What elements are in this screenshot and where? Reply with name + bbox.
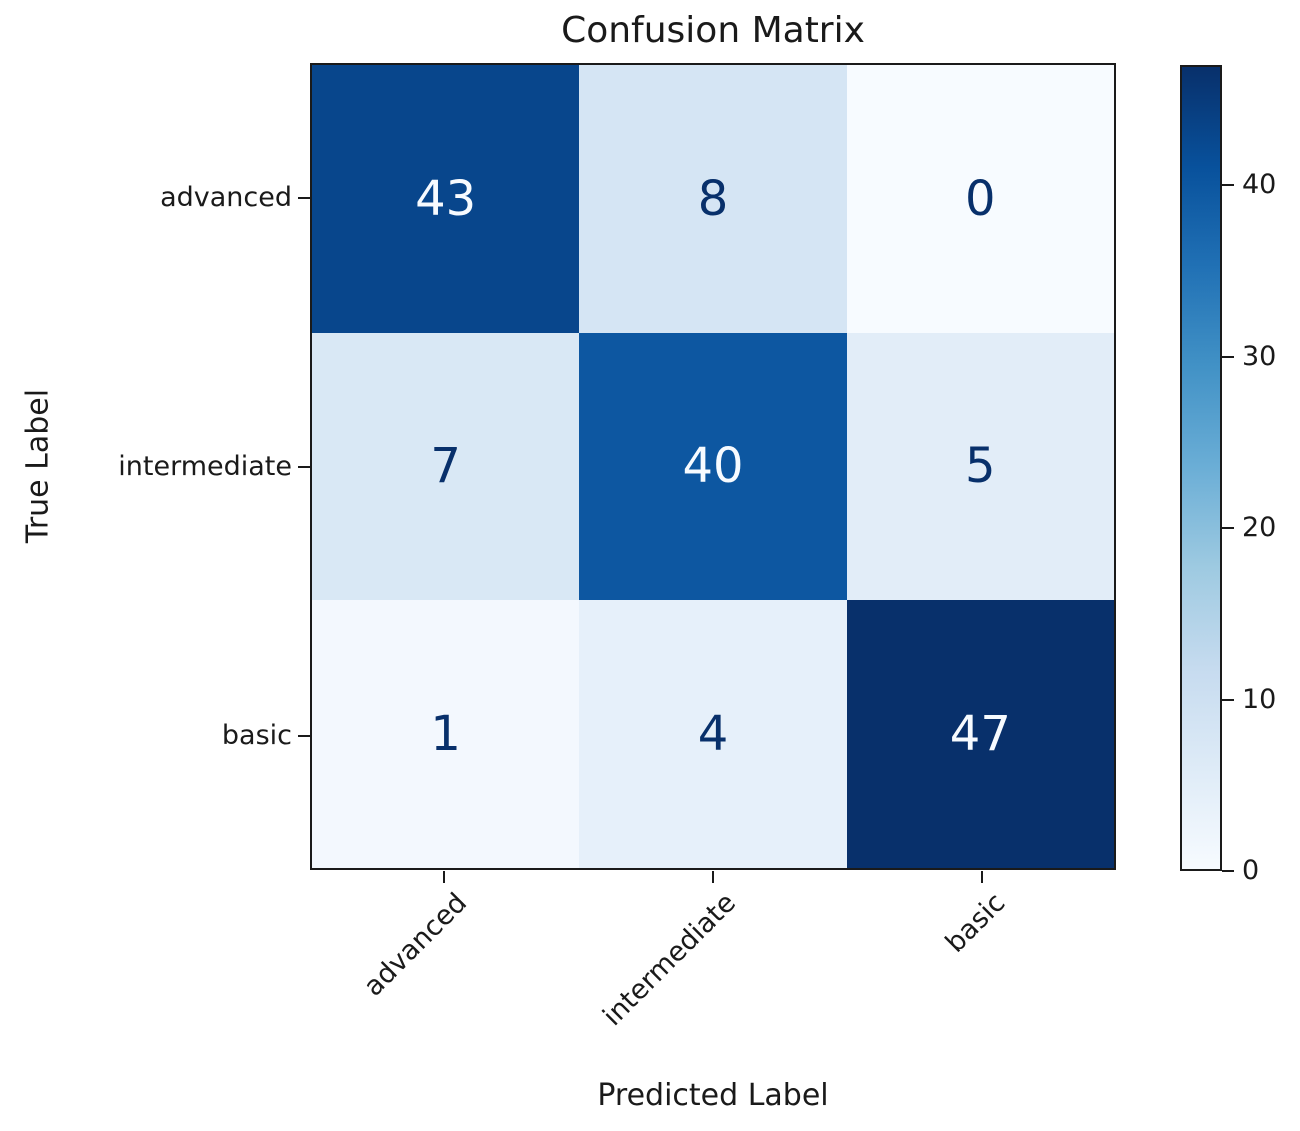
colorbar-tick-label-30: 30: [1242, 340, 1277, 372]
matrix-cell-basic-basic: 47: [846, 600, 1114, 868]
colorbar-tick-label-0: 0: [1242, 855, 1260, 886]
colorbar-tick-mark: [1222, 698, 1234, 701]
matrix-cell-advanced-intermediate: 8: [579, 65, 847, 333]
y-tick-mark: [298, 196, 310, 199]
colorbar-tick-mark: [1222, 870, 1234, 872]
x-tick-mark: [712, 871, 714, 883]
colorbar-tick-label-40: 40: [1242, 169, 1277, 201]
matrix-cell-intermediate-basic: 5: [846, 332, 1114, 601]
heatmap-grid: 43 8 0 7 40 5 1 4 47: [310, 63, 1116, 870]
colorbar: [1180, 65, 1222, 871]
y-tick-label-basic: basic: [221, 719, 292, 751]
colorbar-tick-mark: [1222, 184, 1234, 187]
y-tick-label-intermediate: intermediate: [118, 450, 292, 482]
y-tick-mark: [298, 734, 310, 737]
matrix-cell-basic-intermediate: 4: [579, 600, 847, 868]
colorbar-tick-mark: [1222, 527, 1234, 530]
y-tick-mark: [298, 465, 310, 468]
matrix-cell-basic-advanced: 1: [312, 600, 580, 868]
matrix-cell-intermediate-advanced: 7: [312, 332, 580, 601]
x-tick-mark: [443, 871, 446, 883]
x-tick-mark: [980, 871, 983, 883]
colorbar-tick-mark: [1222, 355, 1234, 358]
x-tick-label-basic: basic: [939, 887, 1011, 959]
x-tick-label-intermediate: intermediate: [597, 887, 743, 1033]
colorbar-tick-label-10: 10: [1242, 683, 1277, 715]
matrix-cell-advanced-basic: 0: [846, 65, 1114, 333]
matrix-cell-advanced-advanced: 43: [312, 65, 580, 333]
chart-title: Confusion Matrix: [561, 10, 865, 51]
x-axis-label: Predicted Label: [597, 1078, 829, 1113]
colorbar-tick-label-20: 20: [1242, 512, 1277, 544]
matrix-cell-intermediate-intermediate: 40: [579, 332, 847, 601]
y-tick-label-advanced: advanced: [160, 181, 292, 213]
x-tick-label-advanced: advanced: [358, 887, 474, 1003]
